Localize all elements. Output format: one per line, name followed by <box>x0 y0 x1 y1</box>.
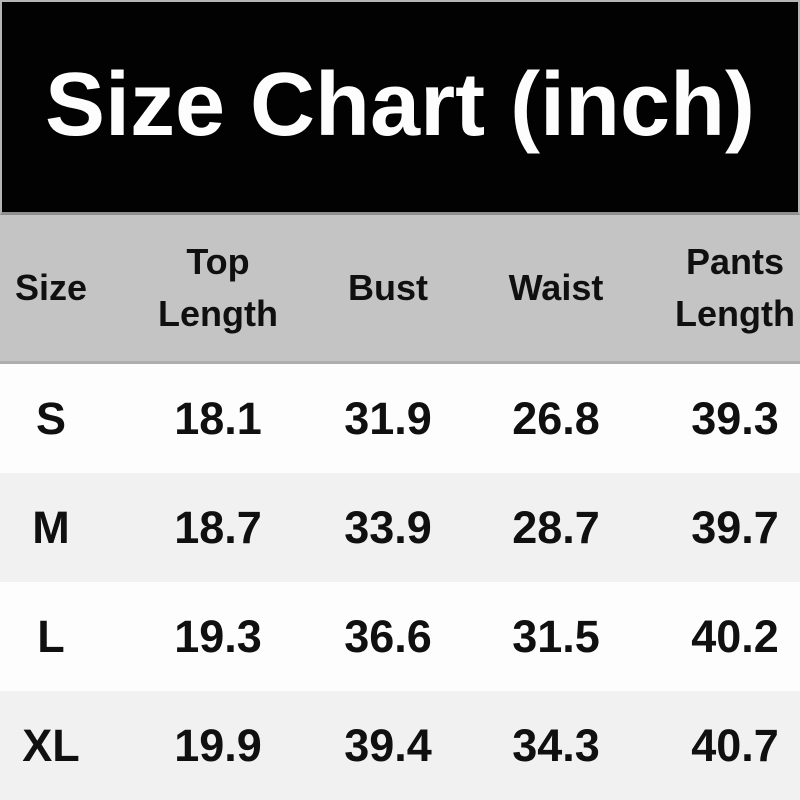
row-label-s: S <box>35 392 66 444</box>
table-cell: 40.7 <box>691 719 779 771</box>
size-table: Size Top Length Bust Waist Pants Length … <box>0 215 800 800</box>
table-cell: 31.9 <box>344 392 432 444</box>
row-label-xl: XL <box>22 719 80 771</box>
column-header-waist: Waist <box>442 215 670 364</box>
row-label-m: M <box>32 501 70 553</box>
table-cell: 40.2 <box>691 610 779 662</box>
table-cell: 34.3 <box>512 719 600 771</box>
table-cell: 28.7 <box>512 501 600 553</box>
table-cell: 31.5 <box>512 610 600 662</box>
table-cell: 26.8 <box>512 392 600 444</box>
table-cell: 33.9 <box>344 501 432 553</box>
column-header-top-length: Top Length <box>102 215 334 364</box>
table-cell: 19.3 <box>174 610 262 662</box>
column-header-pants-length: Pants Length <box>670 215 800 364</box>
table-row-l: L 19.3 36.6 31.5 40.2 <box>0 582 800 691</box>
table-row-m: M 18.7 33.9 28.7 39.7 <box>0 473 800 582</box>
column-header-size: Size <box>0 215 102 364</box>
table-cell: 18.7 <box>174 501 262 553</box>
table-row-s: S 18.1 31.9 26.8 39.3 <box>0 364 800 473</box>
column-header-bust: Bust <box>334 215 442 364</box>
table-header-row: Size Top Length Bust Waist Pants Length <box>0 215 800 364</box>
title-bar: Size Chart (inch) <box>0 0 800 215</box>
table-cell: 39.3 <box>691 392 779 444</box>
table-cell: 39.4 <box>344 719 432 771</box>
row-label-l: L <box>37 610 65 662</box>
table-cell: 19.9 <box>174 719 262 771</box>
table-cell: 36.6 <box>344 610 432 662</box>
table-row-xl: XL 19.9 39.4 34.3 40.7 <box>0 691 800 800</box>
table-cell: 18.1 <box>174 392 262 444</box>
table-cell: 39.7 <box>691 501 779 553</box>
page-title: Size Chart (inch) <box>44 54 756 155</box>
